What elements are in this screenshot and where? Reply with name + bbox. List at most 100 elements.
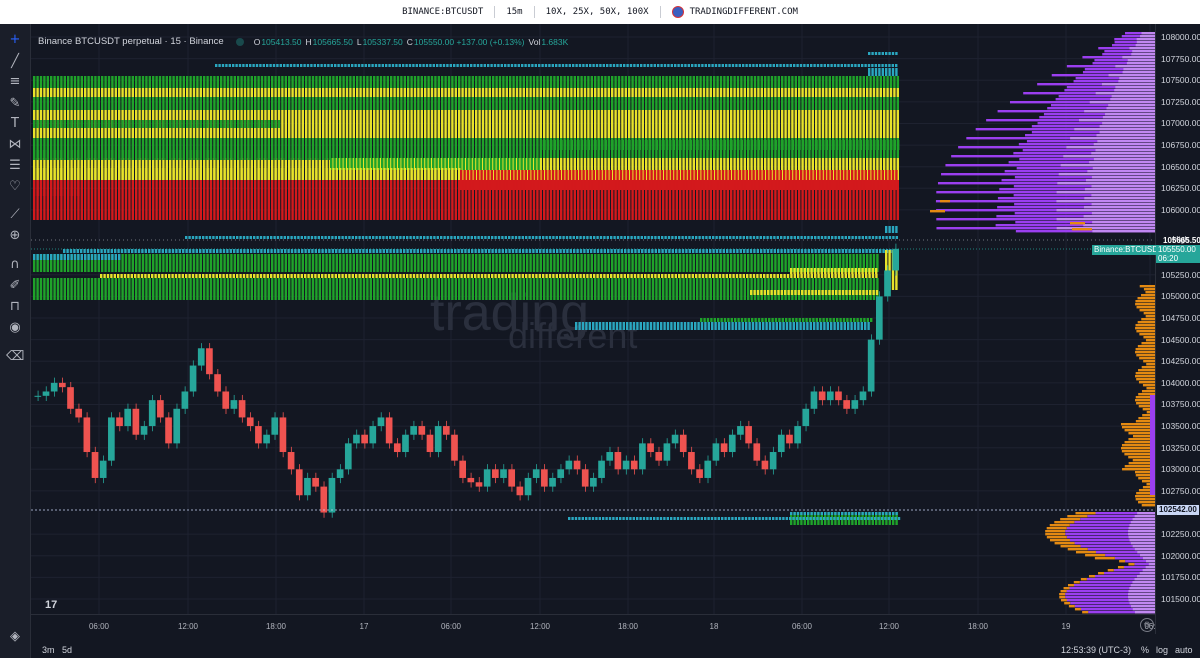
heat-cell — [606, 236, 609, 239]
heat-cell — [206, 128, 209, 138]
heat-cell — [668, 264, 672, 272]
heat-cell — [584, 140, 587, 150]
heat-cell — [840, 170, 844, 190]
heat-cell — [120, 274, 123, 278]
heat-cell — [257, 278, 260, 300]
heat-cell — [582, 170, 585, 190]
text-icon[interactable]: T — [11, 116, 19, 131]
heat-cell — [597, 118, 600, 128]
heat-cell — [767, 128, 770, 138]
heat-cell — [682, 254, 685, 264]
heat-cell — [403, 118, 406, 128]
heat-cell — [124, 200, 128, 220]
trend-line-icon[interactable]: ╱ — [11, 54, 19, 69]
heat-cell — [545, 274, 548, 278]
heat-cell — [886, 128, 889, 138]
heat-cell — [186, 264, 189, 272]
heat-cell — [291, 128, 294, 138]
heat-cell — [505, 200, 508, 220]
heat-cell — [532, 180, 536, 200]
heat-cell — [504, 170, 507, 190]
heat-cell — [366, 128, 369, 138]
heat-cell — [179, 97, 182, 110]
heat-cell — [349, 128, 352, 138]
heat-cell — [722, 236, 725, 239]
heat-cell — [87, 278, 90, 300]
heat-cell — [730, 76, 733, 88]
heat-cell — [811, 110, 814, 118]
magnet-icon[interactable]: ∩ — [10, 257, 20, 272]
heat-cell — [447, 200, 451, 220]
heat-cell — [124, 97, 128, 110]
heat-cell — [796, 64, 799, 67]
heat-cell — [311, 264, 315, 272]
heat-cell — [264, 158, 267, 168]
heat-cell — [583, 88, 587, 97]
heat-cell — [223, 88, 226, 97]
heat-cell — [172, 97, 175, 110]
brush-icon[interactable]: ✎ — [9, 96, 21, 111]
fib-icon[interactable]: ≡ — [9, 74, 21, 89]
heat-cell — [787, 158, 791, 168]
heat-cell — [50, 138, 53, 148]
heat-cell — [706, 254, 709, 264]
heat-cell — [376, 97, 379, 110]
layers-icon[interactable]: ◈ — [10, 629, 20, 644]
heat-cell — [662, 97, 665, 110]
heat-cell — [138, 88, 141, 97]
trash-icon[interactable]: ⌫ — [6, 349, 25, 364]
heat-cell — [733, 118, 736, 128]
heat-cell — [842, 128, 845, 138]
heat-cell — [651, 254, 655, 264]
heat-cell — [408, 64, 412, 67]
heat-cell — [614, 168, 617, 180]
heat-cell — [352, 110, 355, 118]
heat-cell — [379, 168, 383, 180]
zoom-icon[interactable]: ⊕ — [9, 228, 21, 243]
heat-cell — [332, 180, 335, 200]
heat-cell — [276, 236, 280, 239]
heat-cell — [852, 200, 855, 220]
heat-cell — [317, 236, 320, 239]
heat-cell — [709, 110, 712, 118]
heat-cell — [454, 254, 457, 264]
pencil-lock-icon[interactable]: ✐ — [9, 278, 21, 293]
heat-cell — [862, 76, 865, 88]
eye-icon[interactable]: ◉ — [9, 320, 21, 335]
heat-cell — [696, 168, 699, 180]
heat-cell — [80, 97, 83, 110]
forecast-icon[interactable]: ☰ — [9, 158, 21, 173]
heat-cell — [862, 88, 865, 97]
heat-cell — [424, 76, 427, 88]
heat-cell — [648, 254, 651, 264]
pattern-icon[interactable]: ⋈ — [8, 137, 22, 152]
heat-cell — [273, 236, 276, 239]
heat-cell — [400, 118, 403, 128]
heat-cell — [777, 128, 780, 138]
heat-cell — [410, 97, 413, 110]
heat-cell — [36, 180, 39, 196]
heat-cell — [432, 64, 435, 67]
heat-cell — [56, 76, 60, 88]
heat-cell — [597, 180, 600, 200]
ruler-icon[interactable]: ⟋ — [10, 207, 20, 222]
crosshair-icon[interactable]: + — [9, 32, 21, 47]
heat-cell — [832, 128, 835, 138]
heat-cell — [274, 264, 277, 272]
heat-cell — [825, 88, 828, 97]
heat-cell — [800, 236, 803, 239]
heat-cell — [46, 168, 49, 180]
heat-cell — [335, 168, 338, 180]
lock-icon[interactable]: ⊓ — [9, 299, 21, 314]
heat-cell — [529, 128, 532, 138]
heat-cell — [481, 97, 485, 110]
heat-cell — [246, 236, 249, 239]
heat-cell — [311, 278, 315, 300]
heat-cell — [70, 110, 73, 118]
heart-icon[interactable]: ♡ — [9, 179, 21, 194]
heat-cell — [893, 97, 896, 110]
heat-cell — [39, 158, 43, 168]
heat-cell — [403, 110, 406, 118]
heat-cell — [209, 97, 213, 110]
